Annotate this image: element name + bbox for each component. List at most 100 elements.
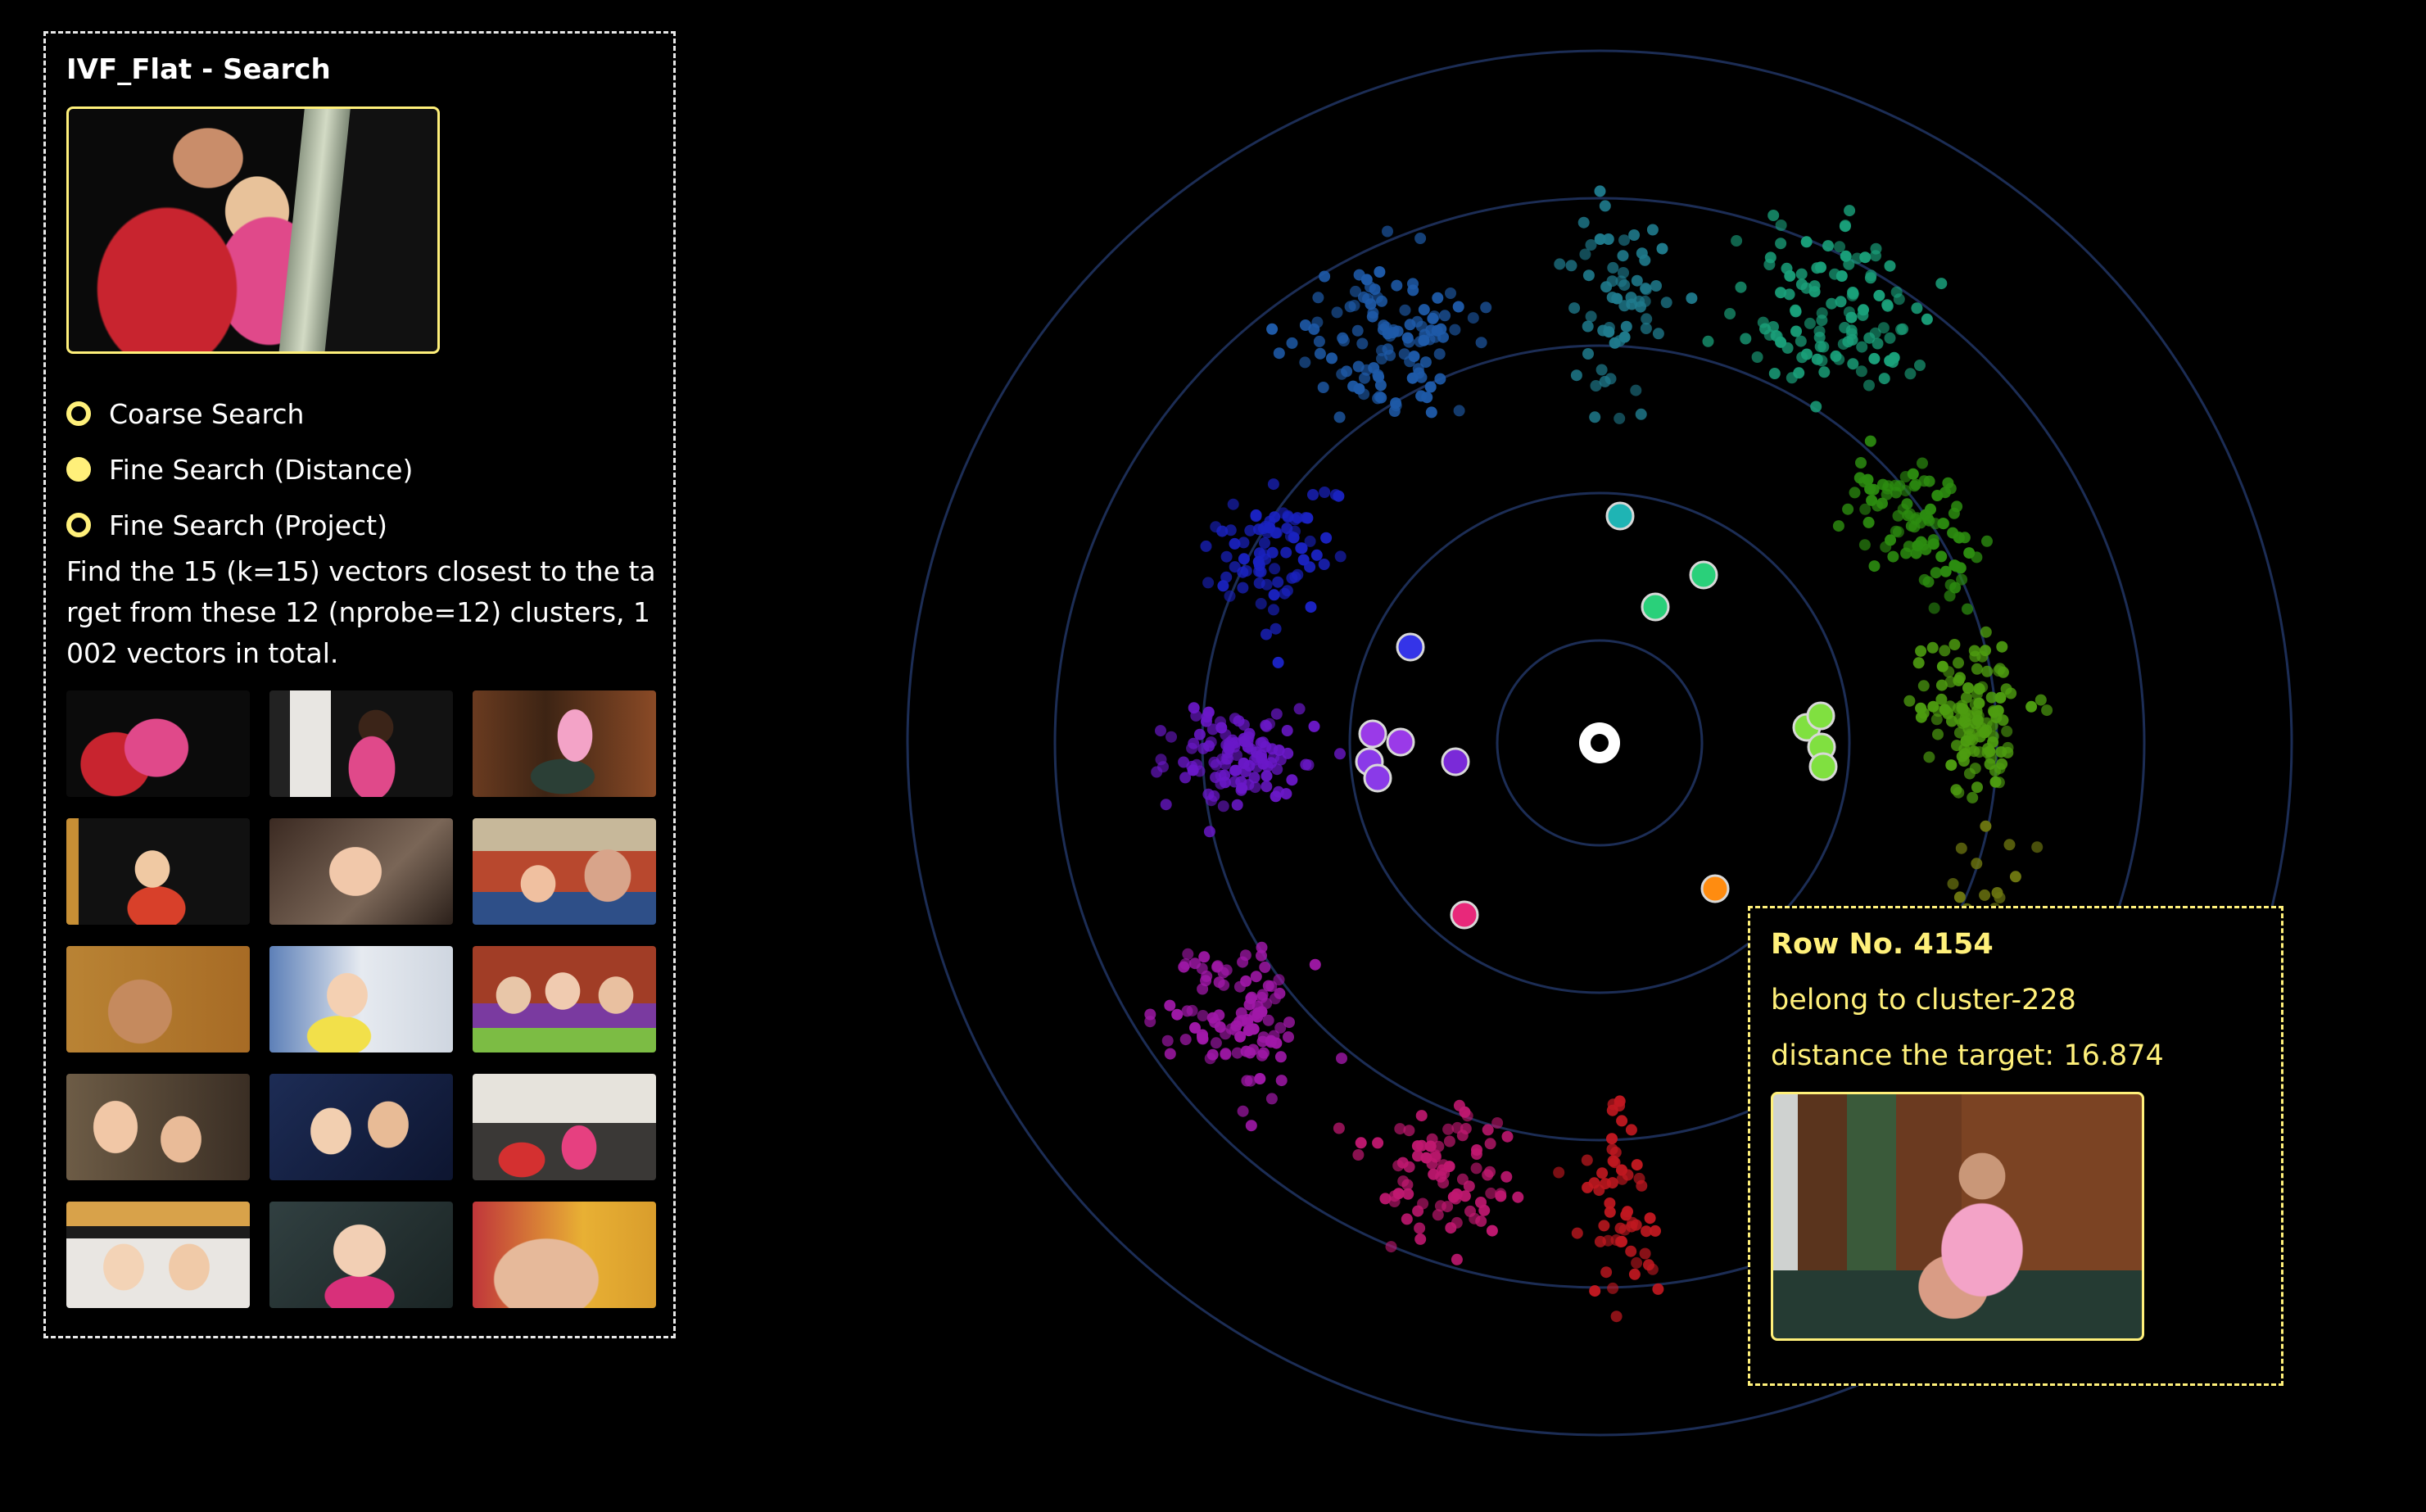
vector-point[interactable]: [1614, 335, 1626, 347]
vector-point[interactable]: [1590, 380, 1602, 392]
vector-point[interactable]: [1944, 700, 1956, 713]
vector-point[interactable]: [1467, 312, 1479, 324]
vector-point[interactable]: [1816, 315, 1828, 327]
vector-point[interactable]: [1643, 1259, 1654, 1271]
vector-point[interactable]: [1813, 332, 1826, 343]
vector-point[interactable]: [1887, 550, 1899, 563]
vector-point[interactable]: [1238, 553, 1250, 565]
vector-point[interactable]: [1413, 367, 1425, 379]
vector-point[interactable]: [1935, 693, 1948, 705]
result-thumbnail[interactable]: [473, 1202, 656, 1308]
result-point[interactable]: [1605, 501, 1635, 531]
vector-point[interactable]: [2041, 704, 2053, 717]
vector-point[interactable]: [1631, 274, 1643, 287]
vector-point[interactable]: [1372, 1137, 1384, 1149]
result-point[interactable]: [1700, 874, 1730, 903]
vector-point[interactable]: [1433, 348, 1446, 360]
vector-point[interactable]: [1288, 532, 1300, 544]
vector-point[interactable]: [1231, 799, 1243, 811]
vector-point[interactable]: [1775, 238, 1787, 250]
vector-point[interactable]: [1855, 457, 1867, 469]
vector-point[interactable]: [1486, 1225, 1498, 1237]
vector-point[interactable]: [1376, 295, 1387, 307]
vector-point[interactable]: [1220, 571, 1233, 583]
vector-point[interactable]: [1451, 1121, 1464, 1134]
vector-point[interactable]: [1283, 1016, 1295, 1029]
vector-point[interactable]: [1403, 1161, 1415, 1173]
vector-point[interactable]: [1437, 1159, 1450, 1171]
vector-point[interactable]: [1923, 751, 1935, 763]
vector-point[interactable]: [1333, 1122, 1345, 1134]
vector-point[interactable]: [1953, 532, 1965, 544]
vector-point[interactable]: [1273, 974, 1285, 986]
vector-point[interactable]: [1193, 728, 1206, 740]
vector-point[interactable]: [1644, 1212, 1656, 1225]
result-thumbnail[interactable]: [269, 818, 453, 925]
vector-point[interactable]: [1947, 878, 1959, 890]
vector-point[interactable]: [1272, 576, 1284, 588]
vector-point[interactable]: [1768, 368, 1781, 379]
vector-point[interactable]: [1842, 503, 1854, 515]
vector-point[interactable]: [1582, 320, 1594, 333]
vector-point[interactable]: [1589, 1285, 1601, 1297]
highlighted-results[interactable]: [1355, 501, 1838, 930]
vector-point[interactable]: [1220, 964, 1233, 976]
vector-point[interactable]: [1790, 325, 1802, 337]
vector-point[interactable]: [1600, 281, 1613, 293]
vector-point[interactable]: [1864, 435, 1876, 447]
vector-point[interactable]: [1179, 772, 1192, 784]
vector-point[interactable]: [1179, 958, 1192, 970]
vector-point[interactable]: [1840, 220, 1851, 232]
vector-point[interactable]: [1415, 1110, 1428, 1122]
vector-point[interactable]: [1890, 525, 1902, 537]
vector-point[interactable]: [1256, 991, 1268, 1003]
vector-point[interactable]: [1480, 301, 1492, 314]
vector-point[interactable]: [1880, 541, 1892, 553]
vector-point[interactable]: [1333, 490, 1345, 502]
vector-point[interactable]: [1230, 764, 1242, 776]
vector-point[interactable]: [1439, 310, 1451, 322]
vector-point[interactable]: [1237, 582, 1249, 594]
vector-point[interactable]: [1870, 250, 1881, 262]
vector-point[interactable]: [1297, 554, 1310, 566]
vector-point[interactable]: [1565, 260, 1577, 272]
vector-point[interactable]: [1652, 1283, 1664, 1295]
vector-point[interactable]: [1362, 292, 1374, 305]
vector-point[interactable]: [1453, 405, 1465, 417]
vector-point[interactable]: [1189, 1021, 1201, 1034]
vector-point[interactable]: [1625, 1124, 1637, 1136]
vector-point[interactable]: [1215, 769, 1227, 781]
vector-point[interactable]: [1213, 1009, 1225, 1021]
vector-point[interactable]: [1594, 233, 1606, 245]
vector-point[interactable]: [1614, 1222, 1627, 1234]
vector-point[interactable]: [1568, 302, 1581, 315]
vector-point[interactable]: [1337, 332, 1349, 344]
vector-point[interactable]: [1425, 406, 1437, 419]
vector-point[interactable]: [1404, 355, 1416, 368]
vector-point[interactable]: [1407, 278, 1419, 290]
vector-point[interactable]: [1656, 242, 1668, 255]
vector-point[interactable]: [1318, 559, 1330, 570]
vector-point[interactable]: [1963, 547, 1976, 559]
vector-point[interactable]: [1606, 292, 1618, 304]
vector-point[interactable]: [1800, 282, 1813, 294]
vector-point[interactable]: [1289, 571, 1301, 583]
result-point[interactable]: [1363, 763, 1392, 793]
vector-point[interactable]: [1616, 1164, 1627, 1176]
vector-point[interactable]: [1202, 788, 1215, 800]
vector-point[interactable]: [1614, 1236, 1627, 1248]
vector-point[interactable]: [1256, 941, 1268, 953]
vector-point[interactable]: [1485, 1187, 1497, 1199]
vector-point[interactable]: [1256, 949, 1267, 962]
vector-point[interactable]: [1250, 510, 1262, 523]
vector-point[interactable]: [1445, 287, 1456, 299]
vector-point[interactable]: [1864, 272, 1876, 284]
vector-point[interactable]: [1270, 622, 1282, 635]
vector-point[interactable]: [1912, 540, 1924, 552]
vector-point[interactable]: [1939, 645, 1951, 657]
vector-point[interactable]: [1259, 961, 1271, 973]
vector-point[interactable]: [1443, 1135, 1455, 1148]
result-thumbnail[interactable]: [473, 946, 656, 1053]
vector-point[interactable]: [1190, 709, 1202, 722]
vector-point[interactable]: [1451, 1216, 1463, 1229]
